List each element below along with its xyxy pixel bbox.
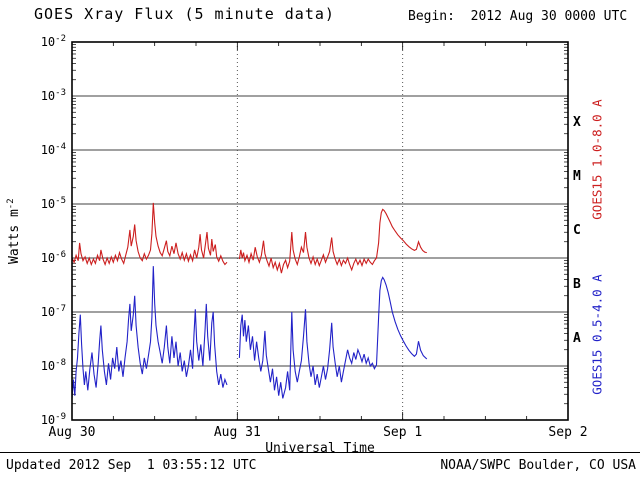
series-label-long-channel: GOES15 1.0-8.0 A	[589, 99, 605, 220]
footer-divider	[0, 452, 640, 453]
x-axis-title: Universal Time	[265, 441, 375, 456]
series-label-short-channel: GOES15 0.5-4.0 A	[589, 274, 605, 395]
begin-label: Begin: 2012 Aug 30 0000 UTC	[408, 9, 628, 24]
chart-title: GOES Xray Flux (5 minute data)	[34, 5, 335, 23]
y-axis-title-text: Watts m	[7, 209, 23, 264]
y-axis-title-exponent: -2	[5, 198, 16, 210]
y-axis-title: Watts m-2	[6, 171, 22, 291]
plot-frame	[71, 41, 569, 421]
series-line-long-channel	[71, 202, 228, 267]
updated-label: Updated 2012 Sep 1 03:55:12 UTC	[6, 458, 257, 473]
series-line-long-channel	[238, 208, 427, 274]
series-line-short-channel	[238, 276, 428, 399]
series-line-short-channel	[71, 266, 228, 399]
source-label: NOAA/SWPC Boulder, CO USA	[440, 458, 636, 473]
